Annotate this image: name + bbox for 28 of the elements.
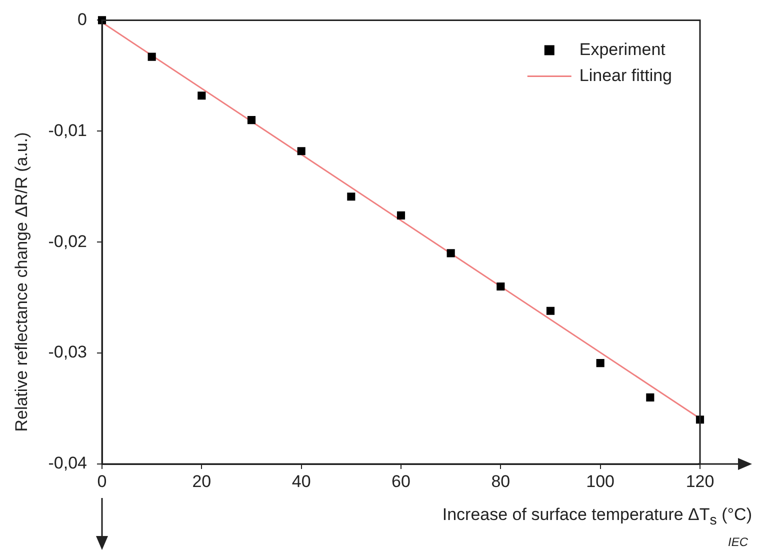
y-tick-label: 0 xyxy=(78,10,87,29)
point xyxy=(347,192,356,201)
y-axis-title: Relative reflectance change ΔR/R (a.u.) xyxy=(12,132,32,432)
x-tick-label: 20 xyxy=(192,472,212,491)
point xyxy=(297,147,306,156)
point xyxy=(198,92,206,100)
x-tick-label: 100 xyxy=(586,472,615,491)
y-tick-label: -0,03 xyxy=(48,342,87,362)
x-tick-label: 120 xyxy=(686,472,714,491)
x-tick-label: 80 xyxy=(491,472,510,491)
point xyxy=(646,393,654,402)
y-tick-label: -0,02 xyxy=(48,232,87,251)
text: IEC xyxy=(728,535,748,549)
y-tick-label: -0,01 xyxy=(48,120,87,140)
point xyxy=(496,282,505,291)
x-axis-title: Increase of surface temperature ΔT$_{s}$ (°C) xyxy=(442,505,752,528)
point xyxy=(446,249,455,258)
y-tick-label: -0,04 xyxy=(48,454,87,473)
point xyxy=(596,359,604,368)
legend-label: Linear fitting xyxy=(579,66,672,85)
point xyxy=(396,211,406,220)
x-tick-label: 0 xyxy=(97,472,107,491)
x-tick-label: 40 xyxy=(292,472,311,491)
point xyxy=(148,52,156,61)
legend-label: Experiment xyxy=(579,40,666,59)
x-tick-label: 60 xyxy=(392,472,410,491)
point xyxy=(546,306,555,315)
point xyxy=(247,116,256,124)
